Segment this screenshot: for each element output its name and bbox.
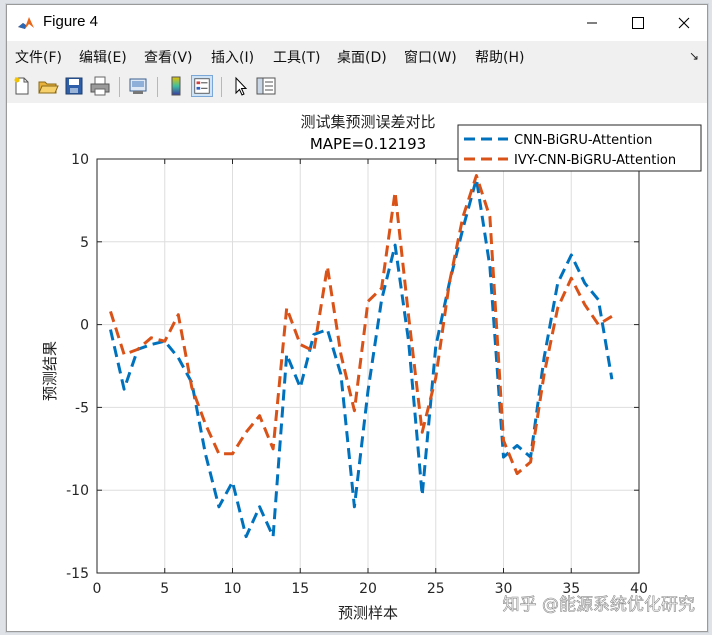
menu-bar: 文件(F) 编辑(E) 查看(V) 插入(I) 工具(T) 桌面(D) 窗口(W…: [7, 43, 707, 69]
x-tick-label: 10: [224, 581, 242, 597]
toolbar-separator: [221, 77, 222, 97]
x-tick-label: 25: [427, 581, 445, 597]
matlab-logo-icon: [17, 14, 35, 32]
menu-insert[interactable]: 插入(I): [211, 50, 255, 66]
print-preview-icon[interactable]: [127, 75, 149, 97]
x-tick-label: 30: [495, 581, 513, 597]
axes-box: [96, 158, 640, 574]
new-file-icon[interactable]: [11, 75, 33, 97]
window-title: Figure 4: [43, 13, 99, 30]
toolbar-separator: [119, 77, 120, 97]
x-tick-label: 0: [93, 581, 102, 597]
maximize-icon: [632, 17, 644, 29]
close-button[interactable]: [661, 5, 707, 41]
menu-desktop[interactable]: 桌面(D): [337, 50, 387, 66]
axes: 0 5 10 15 20 25 30 35 40 -15 -10 -5 0 5 10: [66, 152, 648, 597]
pointer-icon[interactable]: [229, 75, 251, 97]
series-line-2: [109, 174, 613, 476]
y-tick-label: 5: [80, 235, 89, 251]
x-tick-label: 5: [160, 581, 169, 597]
y-tick-label: 10: [71, 152, 89, 168]
menu-edit[interactable]: 编辑(E): [79, 50, 127, 66]
legend-label-1: CNN-BiGRU-Attention: [514, 133, 652, 148]
print-icon[interactable]: [89, 75, 111, 97]
open-folder-icon[interactable]: [37, 75, 59, 97]
figure-window: Figure 4 文件(F) 编辑(E) 查看(V) 插入(I) 工具(T) 桌…: [6, 4, 708, 632]
x-tick-label: 15: [291, 581, 309, 597]
maximize-button[interactable]: [615, 5, 661, 41]
y-axis-label: 预测结果: [41, 341, 59, 401]
chart: 测试集预测误差对比 MAPE=0.12193 0 5 10 15 20 25 30 35 40 -…: [41, 113, 702, 622]
property-editor-icon[interactable]: [255, 75, 277, 97]
dock-arrow-icon[interactable]: ↘: [688, 49, 699, 63]
minimize-button[interactable]: [569, 5, 615, 41]
legend-icon[interactable]: [191, 75, 213, 97]
legend-box: [457, 124, 702, 172]
legend[interactable]: CNN-BiGRU-Attention IVY-CNN-BiGRU-Attenti…: [457, 124, 702, 172]
colorbar-icon[interactable]: [165, 75, 187, 97]
y-tick-label: -15: [66, 566, 89, 582]
x-tick-label: 35: [562, 581, 580, 597]
x-axis-label: 预测样本: [338, 604, 398, 622]
y-tick-label: -5: [75, 400, 89, 416]
menu-view[interactable]: 查看(V): [144, 50, 193, 66]
menu-file[interactable]: 文件(F): [15, 50, 62, 66]
save-icon[interactable]: [63, 75, 85, 97]
x-tick-label: 20: [359, 581, 377, 597]
title-bar: Figure 4: [7, 5, 707, 41]
chart-subtitle: MAPE=0.12193: [310, 135, 426, 153]
toolbar-separator: [157, 77, 158, 97]
watermark: 知乎 @能源系统优化研究: [503, 595, 695, 615]
close-icon: [678, 17, 690, 29]
plot-lines: [109, 174, 614, 539]
chart-title: 测试集预测误差对比: [300, 113, 435, 131]
series-line-1: [109, 177, 614, 539]
y-tick-label: 0: [80, 318, 89, 334]
minimize-icon: [587, 22, 597, 24]
y-tick-label: -10: [66, 483, 89, 499]
menu-help[interactable]: 帮助(H): [475, 50, 525, 66]
grid: [97, 159, 639, 573]
figure-canvas: 测试集预测误差对比 MAPE=0.12193 0 5 10 15 20 25 30 35 40 -…: [7, 103, 707, 631]
toolbar: [7, 71, 707, 104]
menu-window[interactable]: 窗口(W): [404, 50, 457, 66]
legend-label-2: IVY-CNN-BiGRU-Attention: [514, 153, 676, 168]
x-tick-label: 40: [630, 581, 648, 597]
menu-tools[interactable]: 工具(T): [273, 50, 321, 66]
